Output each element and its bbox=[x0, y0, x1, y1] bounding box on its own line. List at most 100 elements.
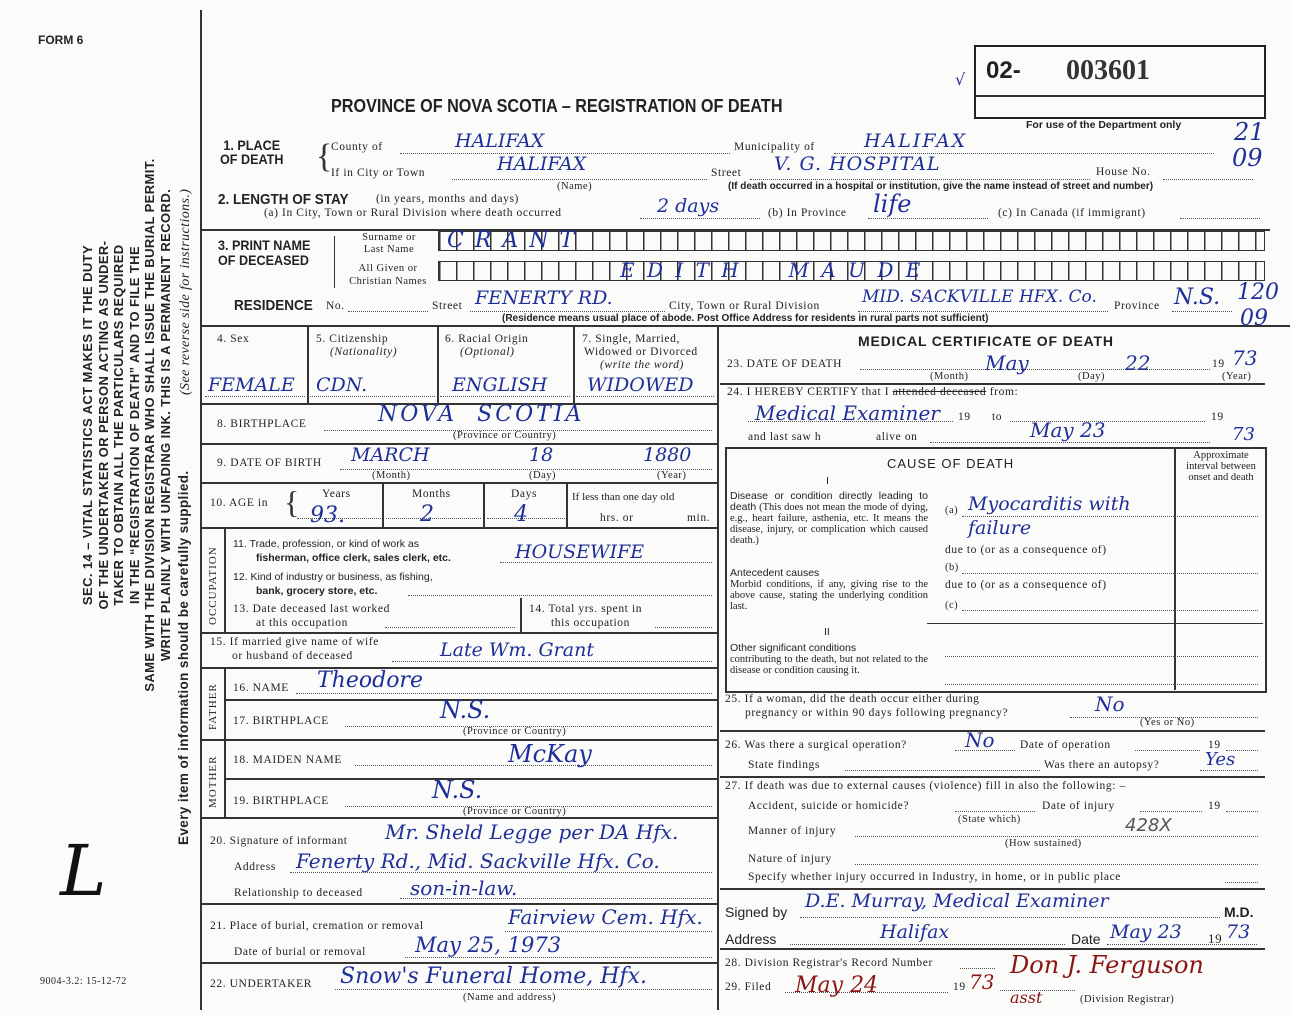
days-label: Days bbox=[511, 488, 538, 500]
divider bbox=[200, 403, 717, 405]
filed-date: May 24 bbox=[795, 973, 879, 998]
divider bbox=[200, 443, 717, 445]
spouse-label-2: or husband of deceased bbox=[232, 650, 353, 662]
stay-city-label: (a) In City, Town or Rural Division wher… bbox=[264, 207, 562, 219]
spouse-value: Late Wm. Grant bbox=[440, 639, 594, 661]
other-conditions-title: Other significant conditions bbox=[730, 642, 857, 654]
registration-number-box: 02- 003601 bbox=[974, 45, 1266, 119]
burial-place-line bbox=[505, 931, 712, 932]
divider bbox=[720, 730, 1265, 732]
street-line bbox=[750, 179, 1090, 180]
father-birthplace-value: N.S. bbox=[440, 696, 491, 724]
registrar-signature: Don J. Ferguson bbox=[1010, 951, 1204, 979]
industry-label: 12. Kind of industry or business, as fis… bbox=[233, 571, 433, 583]
citizenship-sub: (Nationality) bbox=[330, 346, 398, 358]
racial-origin-value: ENGLISH bbox=[452, 374, 548, 396]
mother-birthplace-label: 19. BIRTHPLACE bbox=[233, 795, 329, 807]
divider bbox=[976, 95, 1264, 97]
birthplace-line bbox=[324, 430, 712, 431]
months-label: Months bbox=[412, 488, 451, 500]
years-line bbox=[297, 518, 381, 519]
mother-side-label: MOTHER bbox=[207, 755, 219, 808]
part-one-label: I bbox=[826, 475, 829, 487]
divider bbox=[200, 325, 1290, 327]
burial-place-value: Fairview Cem. Hfx. bbox=[508, 905, 703, 929]
racial-origin-label: 6. Racial Origin bbox=[445, 333, 529, 345]
pregnancy-line bbox=[1070, 717, 1258, 718]
last-worked-label-2: at this occupation bbox=[256, 617, 348, 629]
month-note: (Month) bbox=[372, 470, 411, 481]
municipality-line bbox=[834, 153, 1214, 154]
date-of-death-line bbox=[860, 369, 1210, 370]
cause-b-line bbox=[962, 573, 1258, 574]
print-name-label: 3. PRINT NAME OF DECEASED bbox=[218, 237, 311, 268]
marital-label: 7. Single, Married, bbox=[582, 333, 680, 345]
given-names-boxes bbox=[438, 261, 1265, 281]
death-year-prefix: 19 bbox=[1212, 358, 1225, 370]
minutes-label: min. bbox=[687, 512, 711, 524]
birthplace-note: (Province or Country) bbox=[453, 430, 557, 441]
injury-date-line bbox=[1140, 811, 1202, 812]
notice-line: IN THE “REGISTRATION OF DEATH” AND TO FI… bbox=[126, 245, 142, 605]
certificate-date-line bbox=[1107, 944, 1257, 945]
last-saw-value: May 23 bbox=[1030, 418, 1106, 442]
divider bbox=[224, 527, 226, 632]
registration-prefix: 02- bbox=[986, 57, 1021, 84]
undertaker-label: 22. UNDERTAKER bbox=[210, 978, 312, 990]
month-note: (Month) bbox=[930, 371, 969, 382]
racial-origin-sub: (Optional) bbox=[460, 346, 515, 358]
last-saw-label: and last saw h bbox=[748, 431, 822, 443]
trade-line bbox=[500, 562, 712, 563]
burial-date-line bbox=[405, 957, 712, 958]
nature-of-injury-label: Nature of injury bbox=[748, 853, 832, 865]
county-label: County of bbox=[331, 141, 383, 153]
divider bbox=[720, 776, 1265, 778]
mother-maiden-value: McKay bbox=[508, 740, 592, 768]
hospital-note: (If death occurred in a hospital or inst… bbox=[728, 181, 1154, 192]
date-of-death-label: 23. DATE OF DEATH bbox=[727, 358, 842, 370]
surname-boxes bbox=[438, 231, 1265, 251]
county-line bbox=[400, 153, 730, 154]
dob-month: MARCH bbox=[351, 444, 430, 466]
page-title: PROVINCE OF NOVA SCOTIA – REGISTRATION O… bbox=[331, 96, 783, 116]
certificate-year-prefix: 19 bbox=[1208, 931, 1223, 946]
accident-label: Accident, suicide or homicide? bbox=[748, 800, 910, 812]
residence-province-label: Province bbox=[1114, 300, 1160, 312]
see-reverse-note: (See reverse side for instructions.) bbox=[178, 188, 193, 395]
father-birthplace-line bbox=[345, 726, 712, 727]
divider bbox=[720, 948, 1265, 950]
how-sustained-note: (How sustained) bbox=[1005, 838, 1082, 849]
dob-day: 18 bbox=[529, 444, 554, 466]
interval-header: Approximate interval between onset and d… bbox=[1186, 450, 1256, 483]
certificate-date: May 23 bbox=[1110, 921, 1182, 943]
divider bbox=[382, 482, 384, 527]
antecedent-text: Morbid conditions, if any, giving rise t… bbox=[730, 579, 928, 612]
undertaker-note: (Name and address) bbox=[463, 992, 556, 1003]
manner-of-injury-line bbox=[855, 836, 1258, 837]
municipality-value: HALIFAX bbox=[864, 130, 968, 152]
informant-signature: Mr. Sheld Legge per DA Hfx. bbox=[385, 820, 679, 844]
cause-b-label: (b) bbox=[945, 562, 959, 573]
to-label: to bbox=[992, 411, 1003, 423]
certify-from-line bbox=[748, 421, 953, 422]
divider bbox=[200, 229, 1270, 231]
burial-date-label: Date of burial or removal bbox=[234, 946, 366, 958]
pregnancy-label: 25. If a woman, did the death occur eith… bbox=[725, 693, 980, 705]
injury-year-line bbox=[1226, 811, 1258, 812]
findings-label: State findings bbox=[748, 759, 820, 771]
last-worked-label: 13. Date deceased last worked bbox=[233, 603, 390, 615]
autopsy-value: Yes bbox=[1205, 749, 1236, 770]
industry-label-2: bank, grocery store, etc. bbox=[256, 585, 378, 597]
county-value: HALIFAX bbox=[455, 130, 545, 152]
antecedent-causes-description: Antecedent causes Morbid conditions, if … bbox=[730, 568, 928, 613]
informant-address-label: Address bbox=[234, 861, 276, 873]
certify-value: Medical Examiner bbox=[755, 401, 940, 425]
nineteen: 19 bbox=[1211, 411, 1224, 423]
certificate-date-label: Date bbox=[1071, 931, 1101, 947]
surname-value: C R A N T bbox=[447, 228, 577, 253]
less-than-day-label: If less than one day old bbox=[572, 491, 675, 503]
residence-street-line bbox=[470, 311, 665, 312]
residence-city-line bbox=[858, 311, 1108, 312]
divider bbox=[520, 598, 522, 632]
divider bbox=[200, 527, 717, 529]
